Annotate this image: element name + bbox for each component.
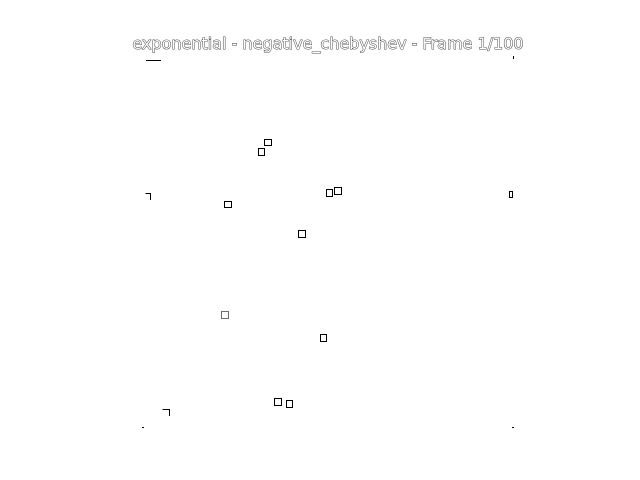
- particle-marker: [286, 400, 293, 408]
- particle-marker: [264, 139, 272, 146]
- particle-marker: [274, 398, 282, 406]
- frame-title: exponential - negative_chebyshev - Frame…: [132, 34, 523, 54]
- particle-marker: [334, 187, 342, 195]
- particle-marker: [258, 148, 265, 156]
- particle-marker: [298, 230, 306, 238]
- particle-marker: [326, 189, 333, 197]
- corner-bracket-mark: [145, 193, 151, 200]
- particle-marker: [224, 201, 232, 208]
- particle-marker: [509, 191, 513, 198]
- particle-marker: [320, 334, 327, 342]
- particle-marker: [221, 311, 229, 319]
- corner-bracket-mark: [162, 409, 170, 416]
